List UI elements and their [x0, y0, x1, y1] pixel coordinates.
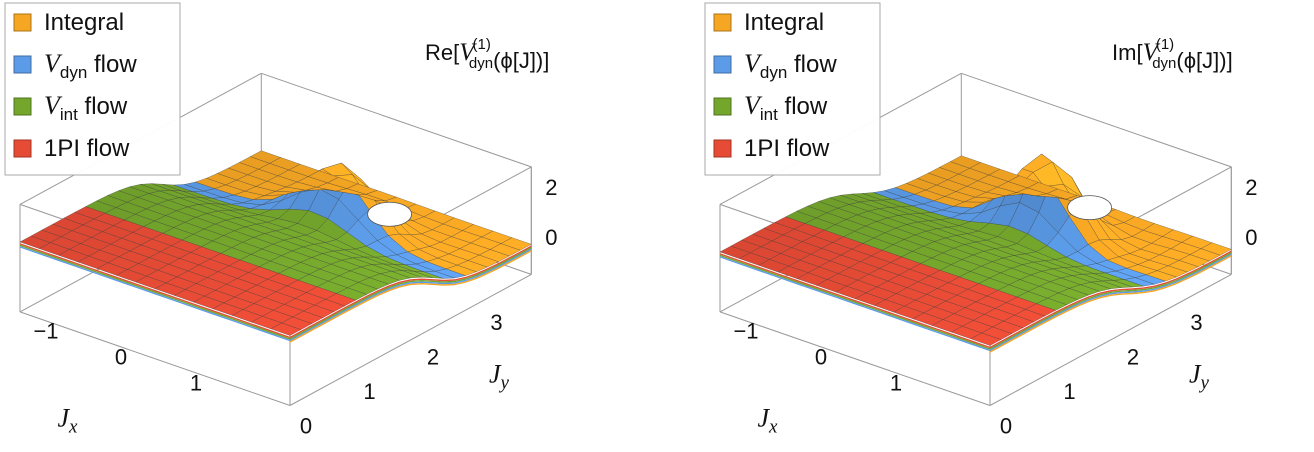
legend-entry: Integral [744, 9, 824, 36]
legend-entry: 1PI flow [44, 135, 130, 162]
legend-swatch [14, 56, 31, 73]
x-tick-label: 1 [190, 371, 202, 396]
x-tick-label: 1 [890, 371, 902, 396]
z-tick-label: 2 [1245, 175, 1257, 200]
legend-entry: 1PI flow [744, 135, 830, 162]
z-tick-label: 0 [1245, 225, 1257, 250]
chart-title: Re[V(1) dyn(ϕ[J])] [425, 36, 549, 73]
x-tick-label: 0 [115, 345, 127, 370]
y-axis-label: Jy [1189, 360, 1210, 394]
legend-swatch [714, 14, 731, 31]
surface-hole [368, 202, 412, 226]
plot-left: −1 0 1 0 1 2 3 0 2 Jx Jy Re[V(1) dyn(ϕ[J])] Integral V… [0, 0, 640, 452]
y-tick-label: 1 [363, 379, 375, 404]
y-tick-label: 2 [427, 345, 439, 370]
plot-right: −1 0 1 0 1 2 3 0 2 Jx Jy Im[V(1) dyn(ϕ[J])] Integral V… [700, 0, 1314, 452]
legend: Integral Vdyn flow Vint flow 1PI flow [705, 3, 880, 175]
z-tick-label: 0 [545, 225, 557, 250]
x-tick-label: −1 [733, 319, 758, 344]
x-axis-label: Jx [758, 404, 779, 438]
legend-entry: Vdyn flow [744, 49, 837, 82]
y-tick-label: 0 [1000, 414, 1012, 439]
legend: Integral Vdyn flow Vint flow 1PI flow [5, 3, 180, 175]
surface [20, 151, 531, 336]
y-tick-label: 2 [1127, 345, 1139, 370]
chart-title: Im[V(1) dyn(ϕ[J])] [1112, 36, 1233, 73]
legend-swatch [14, 140, 31, 157]
legend-swatch [14, 14, 31, 31]
legend-entry: Integral [44, 9, 124, 36]
legend-swatch [14, 98, 31, 115]
legend-entry: Vint flow [44, 91, 128, 124]
y-axis-label: Jy [489, 360, 510, 394]
y-tick-label: 3 [490, 310, 502, 335]
box-edge-back [961, 73, 1231, 167]
legend-entry: Vint flow [744, 91, 828, 124]
y-tick-label: 1 [1063, 379, 1075, 404]
legend-entry: Vdyn flow [44, 49, 137, 82]
legend-swatch [714, 140, 731, 157]
box-edge-back [261, 73, 531, 167]
legend-swatch [714, 56, 731, 73]
surface-hole [1068, 196, 1112, 220]
x-axis-label: Jx [58, 404, 79, 438]
y-tick-label: 0 [300, 414, 312, 439]
x-tick-label: 0 [815, 345, 827, 370]
surface [720, 154, 1231, 346]
x-tick-label: −1 [33, 319, 58, 344]
legend-swatch [714, 98, 731, 115]
z-tick-label: 2 [545, 175, 557, 200]
y-tick-label: 3 [1190, 310, 1202, 335]
